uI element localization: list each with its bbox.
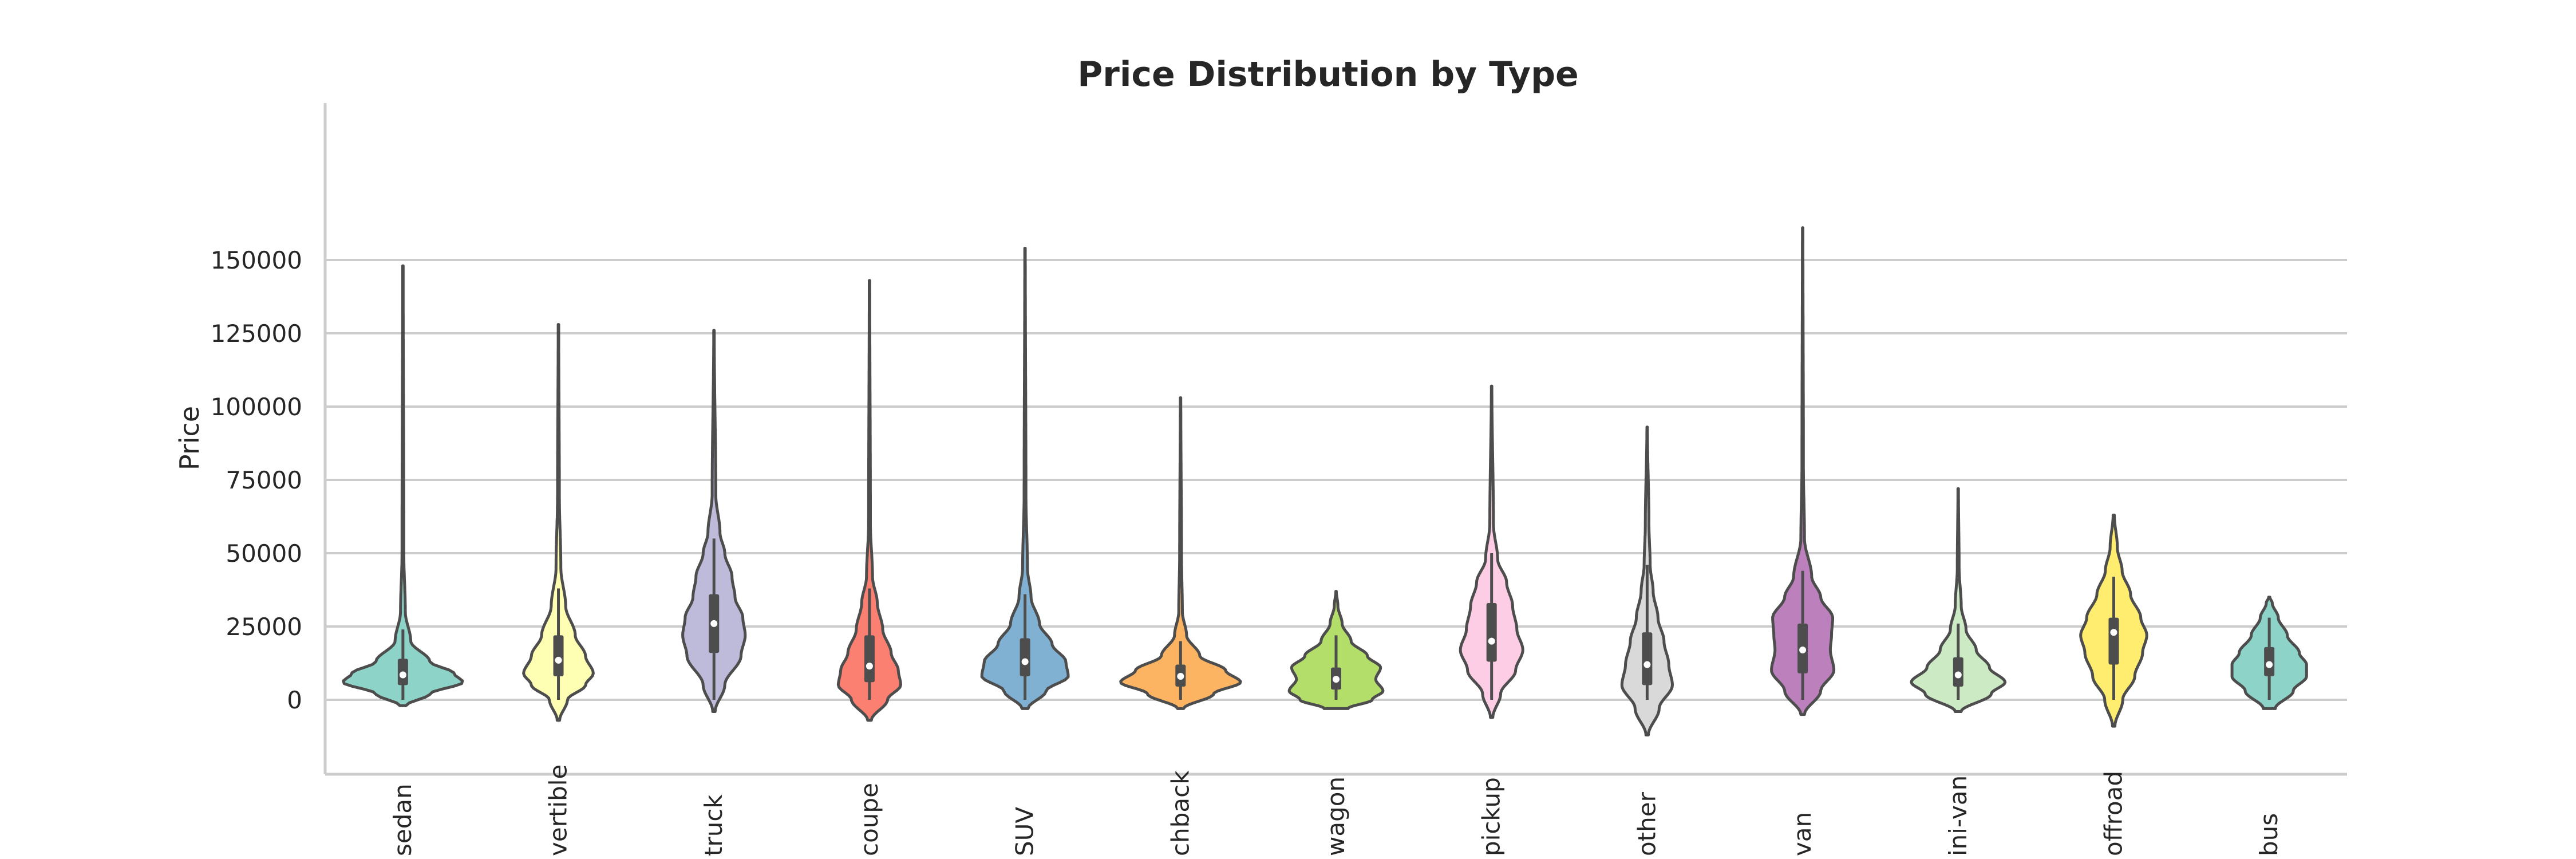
y-tick-label: 50000 xyxy=(226,539,302,568)
median-dot xyxy=(2110,629,2117,636)
x-tick-label: van xyxy=(1788,812,1816,856)
y-tick-label: 125000 xyxy=(211,320,302,348)
violin-mini-van xyxy=(1910,487,2007,713)
grid-lines xyxy=(325,259,2347,701)
violin-hatchback xyxy=(1119,396,1242,710)
violin-van xyxy=(1770,226,1836,716)
violin-bus xyxy=(2230,596,2308,710)
violins xyxy=(342,226,2308,736)
violin-wagon xyxy=(1287,590,1385,710)
violin-suv xyxy=(980,247,1070,710)
x-tick-labels: sedan vertible truck coupe SUV chback wagon pic… xyxy=(389,765,2283,856)
violin-body xyxy=(522,323,595,722)
median-dot xyxy=(1954,671,1962,679)
x-tick-label: offroad xyxy=(2099,771,2127,856)
violin-body xyxy=(980,247,1070,710)
axes xyxy=(323,103,2347,776)
x-tick-label: wagon xyxy=(1322,777,1350,856)
violin-pickup xyxy=(1459,384,1524,719)
violin-body xyxy=(1770,226,1836,716)
violin-coupe xyxy=(836,279,902,722)
median-dot xyxy=(1333,676,1340,683)
violin-offroad xyxy=(2079,513,2148,728)
y-tick-labels: 0 25000 50000 75000 100000 125000 150000 xyxy=(211,246,302,714)
iqr-box xyxy=(2108,617,2119,665)
iqr-box xyxy=(1486,603,1497,662)
x-tick-label: truck xyxy=(700,794,728,856)
iqr-box xyxy=(1020,638,1030,677)
iqr-box xyxy=(1642,632,1653,685)
y-axis-label: Price xyxy=(174,406,205,470)
x-tick-label: chback xyxy=(1166,770,1194,856)
violin-body xyxy=(836,279,902,722)
median-dot xyxy=(1488,637,1495,645)
violin-truck xyxy=(681,329,747,713)
y-tick-label: 25000 xyxy=(226,613,302,641)
median-dot xyxy=(710,620,718,627)
x-tick-label: bus xyxy=(2255,813,2283,856)
median-dot xyxy=(1177,673,1184,680)
violin-sedan xyxy=(342,264,464,707)
x-tick-label: ini-van xyxy=(1944,775,1972,856)
median-dot xyxy=(555,656,562,664)
y-tick-label: 150000 xyxy=(211,246,302,274)
x-tick-label: SUV xyxy=(1011,807,1039,856)
median-dot xyxy=(399,671,406,679)
median-dot xyxy=(1799,646,1807,653)
violin-body xyxy=(1910,487,2007,713)
violin-body xyxy=(1459,384,1524,719)
violin-convertible xyxy=(522,323,595,722)
violin-body xyxy=(1119,396,1242,710)
median-dot xyxy=(2266,661,2273,668)
x-tick-label: coupe xyxy=(855,783,883,856)
violin-other xyxy=(1620,425,1674,736)
median-dot xyxy=(1643,661,1651,668)
x-tick-label: other xyxy=(1633,791,1661,856)
chart-title: Price Distribution by Type xyxy=(1077,54,1578,94)
x-tick-label: sedan xyxy=(389,783,417,856)
violin-body xyxy=(681,329,747,713)
median-dot xyxy=(866,663,873,670)
violin-body xyxy=(342,264,464,707)
y-tick-label: 75000 xyxy=(226,466,302,494)
x-tick-label: vertible xyxy=(544,765,572,856)
y-tick-label: 0 xyxy=(287,686,302,714)
y-tick-label: 100000 xyxy=(211,393,302,421)
iqr-box xyxy=(864,635,875,683)
median-dot xyxy=(1021,658,1029,665)
x-tick-label: pickup xyxy=(1477,777,1506,856)
iqr-box xyxy=(553,635,564,677)
